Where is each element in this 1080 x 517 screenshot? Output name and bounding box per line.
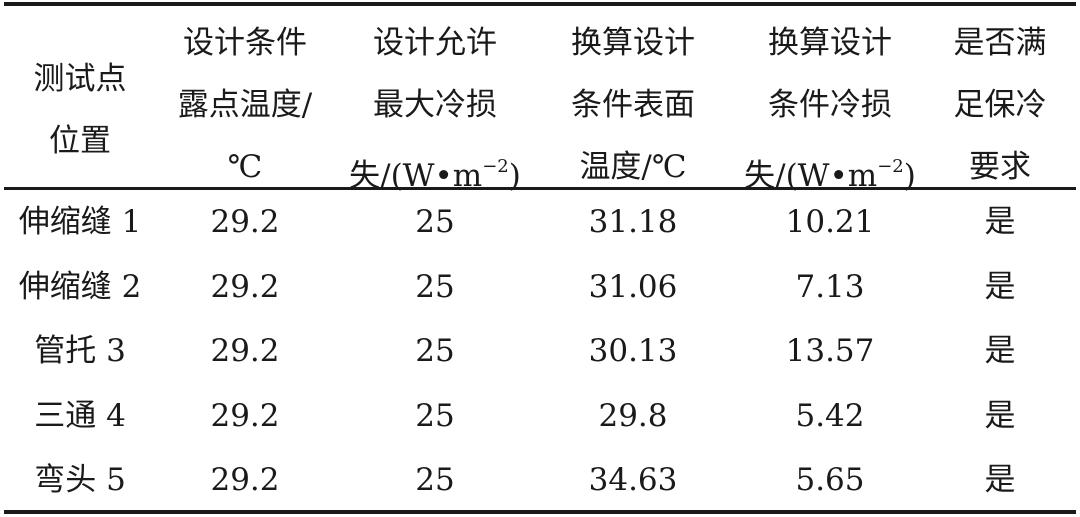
table-cell: 是 (984, 397, 1016, 434)
header-line: 换算设计 (571, 25, 695, 61)
table-cell: 29.2 (210, 462, 280, 498)
header-meets-requirement: 是否满 足保冷 要求 (954, 12, 1047, 198)
header-line: 是否满 (953, 25, 1047, 61)
row-location: 三通 4 (34, 397, 126, 434)
table-cell: 30.13 (588, 333, 678, 369)
table-cell: 是 (984, 333, 1016, 369)
table-cell: 25 (415, 204, 455, 240)
header-line: 露点温度/ (177, 87, 313, 123)
table-cell: 29.2 (210, 268, 280, 305)
unit-exponent: −2 (877, 156, 904, 177)
header-line: 足保冷 (953, 87, 1047, 123)
table-cell: 是 (984, 268, 1016, 305)
header-line: ℃ (227, 149, 263, 185)
unit-text: 失/(W•m (349, 158, 483, 194)
table-cell: 13.57 (785, 333, 875, 369)
header-surface-temp: 换算设计 条件表面 温度/℃ (571, 12, 695, 198)
table-cell: 29.2 (210, 204, 280, 240)
table-cell: 7.13 (795, 268, 865, 305)
table-cell: 31.18 (588, 204, 678, 240)
header-line: 最大冷损 (373, 87, 497, 123)
header-line: 设计允许 (373, 25, 497, 61)
row-location: 伸缩缝 1 (18, 204, 142, 240)
table-cell: 10.21 (785, 204, 875, 240)
table-header-rule (4, 187, 1076, 190)
unit-text: ) (508, 158, 521, 194)
table-bottom-rule (4, 510, 1076, 514)
header-line: 位置 (49, 123, 111, 159)
header-line: 设计条件 (182, 25, 307, 61)
table-cell: 25 (415, 268, 455, 305)
table-cell: 34.63 (588, 462, 678, 498)
table-cell: 25 (415, 462, 455, 498)
table-cell: 5.42 (795, 397, 865, 434)
header-unit: 失/(W•m−2) (744, 136, 916, 207)
row-location: 弯头 5 (34, 462, 126, 498)
header-line: 条件冷损 (768, 87, 892, 123)
header-location: 测试点 位置 (34, 48, 127, 172)
table-cell: 29.2 (210, 333, 280, 369)
table-cell: 29.2 (210, 397, 280, 434)
header-converted-cold-loss: 换算设计 条件冷损 失/(W•m−2) (744, 12, 916, 207)
table-cell: 31.06 (588, 268, 678, 305)
table-cell: 5.65 (795, 462, 865, 498)
header-line: 要求 (969, 149, 1031, 185)
header-max-cold-loss: 设计允许 最大冷损 失/(W•m−2) (349, 12, 521, 207)
table-cell: 25 (415, 397, 455, 434)
table-cell: 29.8 (598, 397, 668, 434)
header-line: 换算设计 (768, 25, 892, 61)
unit-text: 失/(W•m (744, 158, 878, 194)
table-top-rule (4, 2, 1076, 6)
table-cell: 是 (984, 204, 1016, 240)
row-location: 管托 3 (34, 333, 126, 369)
unit-text: ) (903, 158, 916, 194)
header-line: 测试点 (33, 61, 127, 97)
row-location: 伸缩缝 2 (18, 268, 142, 305)
unit-exponent: −2 (482, 156, 509, 177)
header-unit: 失/(W•m−2) (349, 136, 521, 207)
header-dew-point: 设计条件 露点温度/ ℃ (178, 12, 312, 198)
table-cell: 25 (415, 333, 455, 369)
header-line: 条件表面 (571, 87, 695, 123)
table-cell: 是 (984, 462, 1016, 498)
header-line: 温度/℃ (579, 149, 687, 185)
